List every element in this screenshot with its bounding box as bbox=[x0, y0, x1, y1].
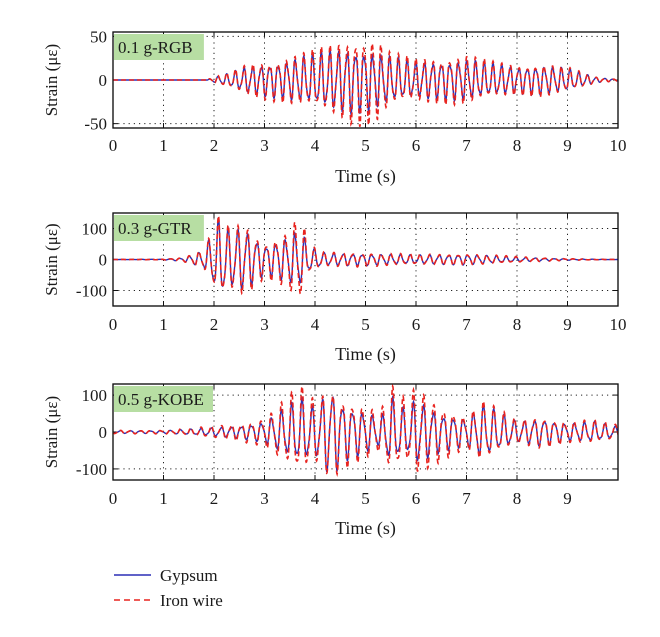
legend: Gypsum Iron wire bbox=[114, 566, 223, 610]
x-tick-label: 1 bbox=[159, 136, 168, 155]
legend-label: Gypsum bbox=[160, 566, 218, 585]
x-tick-label: 9 bbox=[563, 315, 572, 334]
series-group bbox=[113, 40, 618, 127]
y-tick-label: 0 bbox=[99, 423, 108, 442]
x-tick-label: 4 bbox=[311, 315, 320, 334]
x-tick-label: 2 bbox=[210, 489, 219, 508]
legend-label: Iron wire bbox=[160, 591, 223, 610]
x-tick-label: 8 bbox=[513, 489, 522, 508]
x-tick-label: 9 bbox=[563, 489, 572, 508]
x-tick-label: 0 bbox=[109, 489, 118, 508]
panel-label: 0.3 g-GTR bbox=[114, 215, 204, 241]
y-axis-label: Strain (με) bbox=[42, 223, 61, 295]
x-tick-label: 3 bbox=[260, 315, 269, 334]
x-tick-label: 4 bbox=[311, 136, 320, 155]
x-tick-label: 8 bbox=[513, 136, 522, 155]
panel-label-box bbox=[114, 386, 213, 412]
x-tick-label: 10 bbox=[610, 315, 627, 334]
y-tick-label: 0 bbox=[99, 71, 108, 90]
iron-wire-series-line bbox=[113, 40, 618, 127]
iron-wire-series-line bbox=[113, 384, 618, 477]
x-tick-label: 4 bbox=[311, 489, 320, 508]
x-tick-label: 5 bbox=[361, 315, 370, 334]
x-tick-label: 9 bbox=[563, 136, 572, 155]
y-axis-label: Strain (με) bbox=[42, 396, 61, 468]
y-tick-label: 100 bbox=[82, 386, 108, 405]
x-tick-label: 8 bbox=[513, 315, 522, 334]
x-tick-label: 7 bbox=[462, 136, 471, 155]
series-group bbox=[113, 384, 618, 477]
y-tick-label: 0 bbox=[99, 251, 108, 270]
legend-entry: Gypsum bbox=[114, 566, 218, 585]
y-tick-label: -100 bbox=[76, 460, 107, 479]
x-tick-label: 6 bbox=[412, 136, 421, 155]
y-tick-label: -100 bbox=[76, 282, 107, 301]
y-tick-label: 50 bbox=[90, 27, 107, 46]
x-tick-label: 7 bbox=[462, 489, 471, 508]
iron-wire-series-line bbox=[113, 215, 618, 296]
plot-frame bbox=[112, 383, 619, 481]
plot-frame bbox=[112, 31, 619, 129]
x-tick-label: 6 bbox=[412, 489, 421, 508]
x-tick-label: 5 bbox=[361, 489, 370, 508]
x-tick-label: 2 bbox=[210, 315, 219, 334]
x-tick-label: 7 bbox=[462, 315, 471, 334]
panel-label: 0.5 g-KOBE bbox=[114, 386, 213, 412]
x-tick-label: 0 bbox=[109, 136, 118, 155]
x-tick-label: 0 bbox=[109, 315, 118, 334]
panel-label-box bbox=[114, 215, 204, 241]
x-tick-label: 1 bbox=[159, 489, 168, 508]
x-tick-label: 1 bbox=[159, 315, 168, 334]
y-tick-label: 100 bbox=[82, 220, 108, 239]
x-tick-label: 3 bbox=[260, 489, 269, 508]
x-tick-label: 5 bbox=[361, 136, 370, 155]
panel-label-text: 0.1 g-RGB bbox=[118, 38, 193, 57]
series-group bbox=[113, 215, 618, 296]
x-tick-label: 10 bbox=[610, 136, 627, 155]
x-tick-label: 3 bbox=[260, 136, 269, 155]
plot-frame bbox=[112, 212, 619, 307]
y-axis-label: Strain (με) bbox=[42, 44, 61, 116]
panel-label-text: 0.3 g-GTR bbox=[118, 219, 192, 238]
panel-label-text: 0.5 g-KOBE bbox=[118, 390, 204, 409]
y-tick-label: -50 bbox=[84, 115, 107, 134]
legend-entry: Iron wire bbox=[114, 591, 223, 610]
x-axis-label: Time (s) bbox=[335, 166, 396, 187]
x-tick-label: 2 bbox=[210, 136, 219, 155]
panel-label-box bbox=[114, 34, 204, 60]
x-axis-label: Time (s) bbox=[335, 344, 396, 365]
x-axis-label: Time (s) bbox=[335, 518, 396, 539]
panel-label: 0.1 g-RGB bbox=[114, 34, 204, 60]
x-tick-label: 6 bbox=[412, 315, 421, 334]
